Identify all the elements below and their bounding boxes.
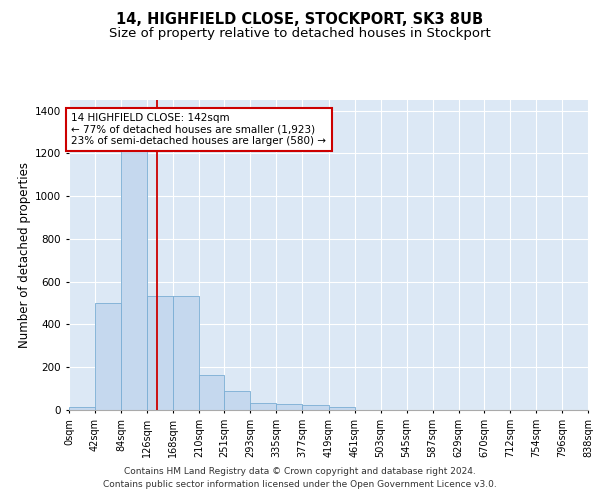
Bar [147,296,173,410]
Bar [224,391,250,410]
Bar [302,406,329,410]
Bar [69,407,95,410]
Y-axis label: Number of detached properties: Number of detached properties [18,162,31,348]
Text: 14, HIGHFIELD CLOSE, STOCKPORT, SK3 8UB: 14, HIGHFIELD CLOSE, STOCKPORT, SK3 8UB [116,12,484,28]
Bar [329,407,355,410]
Bar [95,303,121,410]
Text: 14 HIGHFIELD CLOSE: 142sqm
← 77% of detached houses are smaller (1,923)
23% of s: 14 HIGHFIELD CLOSE: 142sqm ← 77% of deta… [71,113,326,146]
Text: Contains public sector information licensed under the Open Government Licence v3: Contains public sector information licen… [103,480,497,489]
Bar [121,147,147,410]
Bar [250,403,277,410]
Bar [277,404,302,410]
Text: Contains HM Land Registry data © Crown copyright and database right 2024.: Contains HM Land Registry data © Crown c… [124,467,476,476]
Bar [173,296,199,410]
Bar [199,374,224,410]
Text: Size of property relative to detached houses in Stockport: Size of property relative to detached ho… [109,28,491,40]
